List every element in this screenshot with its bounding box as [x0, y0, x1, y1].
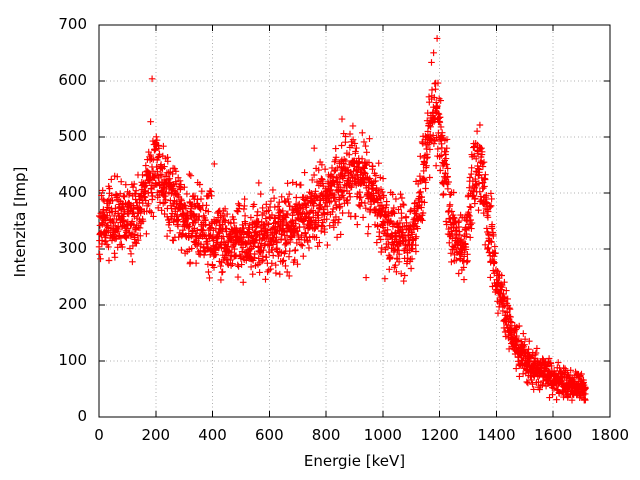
x-tick-label: 1000 [363, 426, 402, 444]
x-tick-label: 1600 [534, 426, 573, 444]
x-tick-label: 200 [141, 426, 171, 444]
x-tick-label: 800 [311, 426, 341, 444]
x-tick-label: 0 [94, 426, 104, 444]
plot-border [98, 24, 611, 418]
x-tick-label: 600 [255, 426, 284, 444]
y-tick-label: 300 [58, 239, 87, 257]
x-tick-label: 1200 [420, 426, 459, 444]
y-tick-label: 200 [58, 295, 87, 313]
x-tick-label: 1800 [590, 426, 630, 444]
gridlines [99, 25, 610, 417]
y-tick-label: 400 [58, 183, 87, 201]
y-axis-title: Intenzita [Imp] [11, 166, 29, 278]
y-tick-label: 500 [58, 127, 87, 145]
x-tick-label: 1400 [477, 426, 516, 444]
y-tick-label: 0 [77, 407, 87, 425]
tick-marks [98, 24, 611, 418]
x-axis-title: Energie [keV] [303, 452, 406, 470]
x-tick-label: 400 [198, 426, 227, 444]
data-points [95, 35, 589, 404]
y-tick-label: 100 [58, 351, 87, 369]
y-tick-label: 700 [58, 15, 87, 33]
y-tick-label: 600 [58, 71, 87, 89]
